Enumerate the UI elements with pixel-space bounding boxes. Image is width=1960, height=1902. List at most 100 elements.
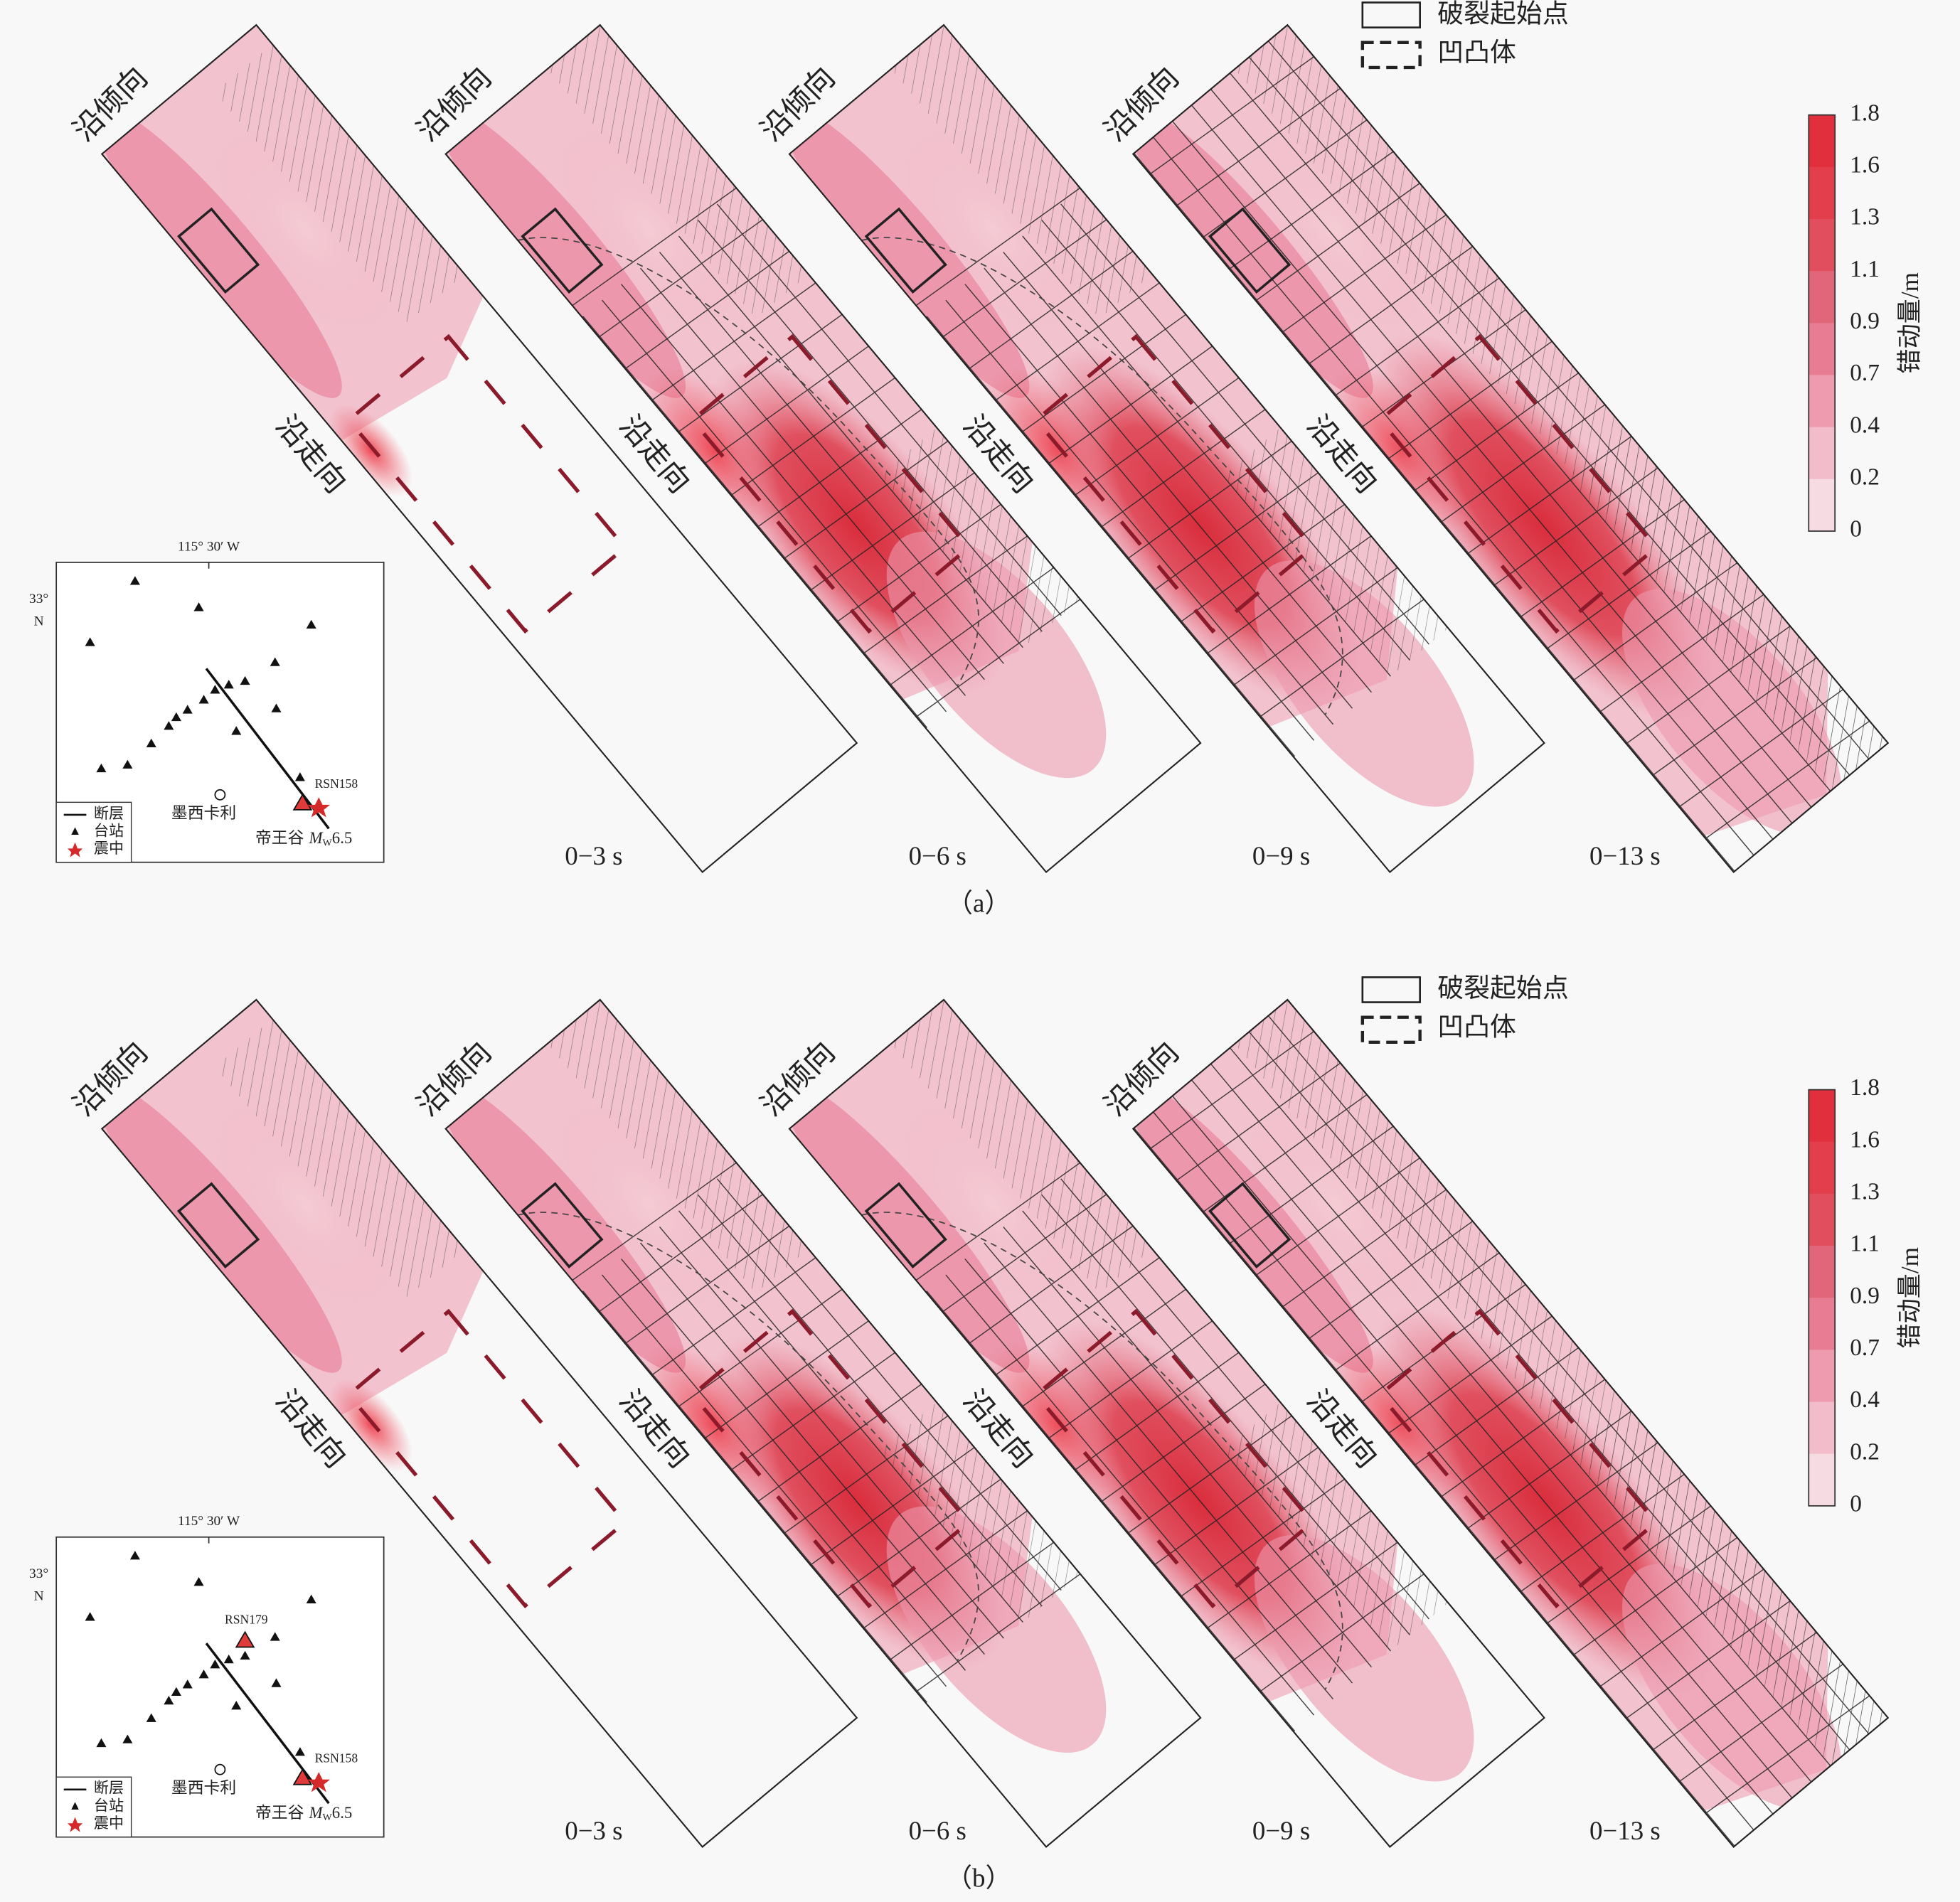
- initiation-box: [521, 207, 604, 294]
- contour: [517, 1212, 979, 1662]
- grid-line: [1210, 88, 1812, 808]
- grid-line: [639, 1242, 985, 1655]
- hatch-area: [1223, 1402, 1449, 1652]
- initiation-box: [177, 207, 260, 294]
- station: [129, 576, 140, 585]
- initiation-box: [864, 1182, 947, 1268]
- initiation-box: [1208, 1182, 1291, 1268]
- panel-frame: [444, 23, 1202, 874]
- grid-line: [704, 1320, 869, 1439]
- grid-line: [621, 284, 966, 696]
- colorbar-tick-label: 0: [1850, 1491, 1862, 1517]
- colorbar-band: [1809, 479, 1836, 532]
- slip-low: [545, 1089, 752, 1318]
- asperity-box: [1033, 1308, 1316, 1609]
- panel-caption: （a）: [947, 889, 1011, 918]
- grid-line: [995, 282, 1160, 401]
- colorbar-band: [1809, 1141, 1836, 1195]
- station: [193, 602, 204, 611]
- station: [164, 1696, 174, 1705]
- grid-line: [621, 1259, 966, 1671]
- map-legend-label: 台站: [94, 822, 124, 839]
- grid-line: [984, 267, 1353, 709]
- grid-line: [582, 316, 928, 728]
- epicenter: [307, 1772, 331, 1793]
- mag-value: 6.5: [332, 829, 353, 847]
- time-label: 0−6 s: [909, 841, 966, 870]
- legend-asperity: 凹凸体: [1437, 38, 1516, 67]
- initiation-box: [521, 1182, 604, 1268]
- slip-panel: [788, 23, 1545, 874]
- map-lat: 33°: [29, 592, 48, 607]
- station: [122, 1734, 133, 1743]
- station-highlight: [235, 1630, 255, 1648]
- slip-edge: [102, 106, 342, 398]
- station: [294, 772, 305, 781]
- grid-line: [639, 267, 985, 680]
- colorbar-tick-label: 1.1: [1850, 1231, 1880, 1257]
- grid-line: [651, 282, 816, 401]
- grid-line: [1229, 73, 1831, 792]
- colorbar-band: [1809, 427, 1836, 480]
- city-marker: [214, 789, 226, 801]
- map-fault: [205, 668, 330, 830]
- map-lat: 33°: [29, 1566, 48, 1581]
- colorbar-band: [1809, 375, 1836, 428]
- map-legend-label: 震中: [94, 1815, 124, 1832]
- station: [240, 1650, 250, 1660]
- station: [270, 1632, 280, 1641]
- colorbar-tick-label: 0.9: [1850, 308, 1880, 334]
- slip-field: [445, 1000, 1107, 1753]
- station: [271, 703, 282, 712]
- city-marker: [214, 1763, 226, 1775]
- hatch-area: [215, 1019, 465, 1298]
- grid-line: [602, 1274, 947, 1687]
- station: [182, 705, 193, 714]
- grid-line: [757, 1384, 922, 1502]
- slip-field: [1133, 1000, 1888, 1847]
- slip-peak: [329, 1378, 413, 1472]
- map-city: 墨西卡利: [171, 1779, 236, 1797]
- station: [85, 637, 95, 646]
- grid-line: [1003, 252, 1373, 693]
- station: [129, 1551, 140, 1560]
- slip-field: [1133, 25, 1888, 872]
- station: [146, 738, 156, 748]
- hatch-area: [547, 1000, 809, 1293]
- grid-line: [1101, 409, 1266, 528]
- mag-value: 6.5: [332, 1804, 353, 1822]
- grid-line: [1229, 1047, 1831, 1767]
- mag-sub: W: [323, 838, 333, 849]
- colorbar-tick-label: 1.8: [1850, 1074, 1880, 1101]
- slip-panel: [444, 23, 1202, 874]
- hatch-area: [215, 44, 465, 323]
- time-label: 0−9 s: [1252, 1816, 1310, 1845]
- inset-map: 115° 30′ W 33° N 墨西卡利 RSN158 RSN179 帝王谷 MW6.5 断层…: [29, 1514, 385, 1838]
- contour: [517, 237, 979, 687]
- station: [193, 1577, 204, 1586]
- colorbar-tick-label: 0.2: [1850, 1438, 1880, 1465]
- grid-line: [926, 1291, 1296, 1732]
- station: [210, 1660, 220, 1669]
- time-label: 0−3 s: [565, 841, 622, 870]
- station: [231, 1701, 242, 1710]
- grid-line: [704, 346, 869, 464]
- map-lon: 115° 30′ W: [178, 539, 240, 554]
- map-station-label: RSN179: [225, 1613, 268, 1627]
- map-lat-dir: N: [34, 614, 44, 629]
- legend-station-icon: [71, 1802, 79, 1810]
- time-label: 0−13 s: [1589, 1816, 1661, 1845]
- grid-line: [964, 284, 1334, 725]
- grid-line: [1191, 105, 1793, 824]
- grid-line: [730, 377, 895, 496]
- legend-asperity-icon: [1360, 41, 1422, 70]
- initiation-box: [864, 207, 947, 294]
- colorbar-band: [1809, 1298, 1836, 1351]
- colorbar-tick-label: 0.9: [1850, 1283, 1880, 1309]
- colorbar-label: 错动量/m: [1896, 1247, 1924, 1349]
- colorbar-band: [1809, 1401, 1836, 1455]
- colorbar-tick-label: 0.4: [1850, 412, 1880, 438]
- grid-line: [1003, 1227, 1373, 1668]
